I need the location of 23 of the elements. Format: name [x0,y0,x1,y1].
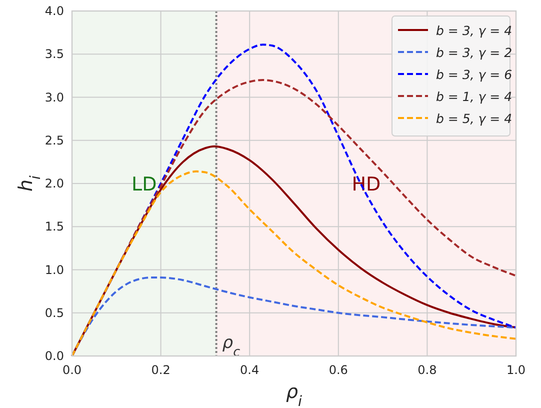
x-axis-title: ρ$_{i}$ [286,381,302,408]
x-tick-label: 0.4 [240,363,260,377]
legend-label: b = 3, γ = 4 [436,23,512,38]
y-tick-label: 2.5 [44,133,64,148]
y-tick-label: 1.5 [44,220,64,234]
band-label: LD [132,174,157,196]
x-tick-label: 0.0 [62,363,82,377]
y-tick-label: 4.0 [44,4,64,18]
x-tick-label: 0.6 [328,363,348,377]
y-tick-label: 3.5 [44,47,64,62]
x-tick-label: 1.0 [506,363,526,377]
y-tick-label: 1.0 [44,262,64,277]
y-tick-label: 2.0 [44,176,64,190]
band-label: HD [352,174,381,196]
legend-label: b = 3, γ = 2 [436,45,512,60]
legend-label: b = 1, γ = 4 [436,89,512,104]
x-tick-label: 0.8 [418,363,437,377]
x-tick-label: 0.2 [151,363,170,377]
y-tick-label: 0.5 [44,306,64,320]
y-tick-label: 0.0 [44,349,64,363]
y-tick-label: 3.0 [44,90,64,104]
legend-label: b = 5, γ = 4 [436,111,512,126]
legend-label: b = 3, γ = 6 [436,67,512,82]
